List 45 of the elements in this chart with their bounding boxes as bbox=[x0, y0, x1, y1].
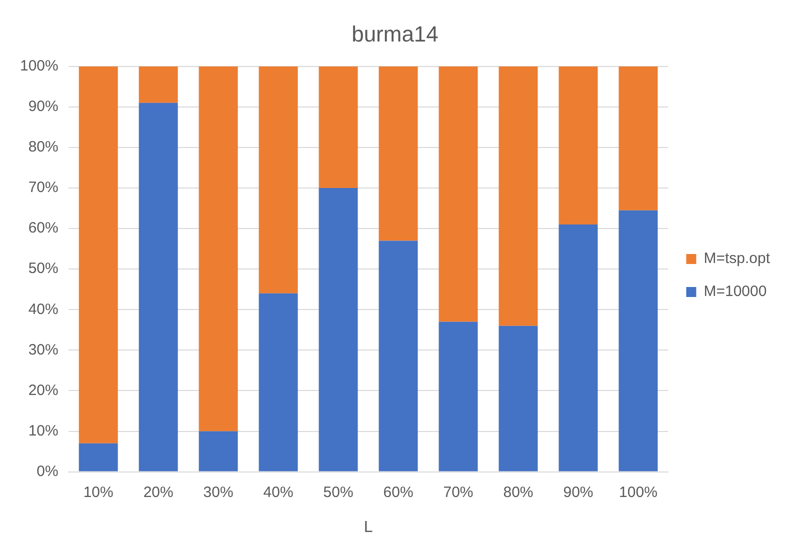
bar bbox=[258, 293, 298, 472]
bar bbox=[78, 66, 118, 444]
bar bbox=[258, 66, 298, 294]
bar bbox=[498, 66, 538, 326]
x-tick-label: 40% bbox=[263, 484, 294, 501]
bar bbox=[438, 322, 478, 472]
bar bbox=[138, 66, 178, 103]
y-tick-label: 70% bbox=[28, 179, 58, 196]
chart-title: burma14 bbox=[352, 21, 438, 46]
bar bbox=[558, 66, 598, 225]
bar bbox=[378, 66, 418, 241]
y-tick-label: 30% bbox=[28, 341, 58, 358]
bar bbox=[78, 443, 118, 472]
bar bbox=[198, 66, 238, 432]
y-tick-label: 100% bbox=[20, 58, 58, 75]
bar bbox=[198, 431, 238, 472]
bar bbox=[618, 66, 658, 210]
bar bbox=[618, 210, 658, 472]
x-tick-label: 50% bbox=[323, 484, 354, 501]
x-tick-label: 70% bbox=[443, 484, 474, 501]
y-tick-label: 20% bbox=[28, 382, 58, 399]
y-tick-label: 80% bbox=[28, 138, 58, 156]
x-tick-label: 10% bbox=[83, 484, 114, 501]
bar bbox=[318, 188, 358, 472]
x-tick-label: 80% bbox=[503, 484, 534, 501]
bar bbox=[438, 66, 478, 322]
bar bbox=[378, 240, 418, 472]
y-tick-label: 10% bbox=[28, 422, 58, 440]
bar bbox=[558, 224, 598, 472]
bar bbox=[138, 102, 178, 472]
legend-label: M=10000 bbox=[704, 283, 767, 300]
y-tick-label: 40% bbox=[28, 300, 58, 318]
x-tick-label: 90% bbox=[563, 484, 594, 501]
x-tick-label: 30% bbox=[203, 484, 234, 501]
x-tick-label: 20% bbox=[143, 484, 174, 501]
legend-label: M=tsp.opt bbox=[704, 250, 771, 268]
bar bbox=[498, 326, 538, 472]
y-tick-label: 0% bbox=[36, 462, 58, 480]
y-tick-label: 90% bbox=[28, 98, 58, 116]
x-axis-title: L bbox=[364, 518, 373, 536]
x-tick-label: 60% bbox=[383, 484, 414, 501]
y-tick-label: 50% bbox=[28, 260, 58, 278]
y-tick-label: 60% bbox=[28, 220, 58, 237]
bar bbox=[318, 66, 358, 188]
x-tick-label: 100% bbox=[619, 484, 658, 501]
